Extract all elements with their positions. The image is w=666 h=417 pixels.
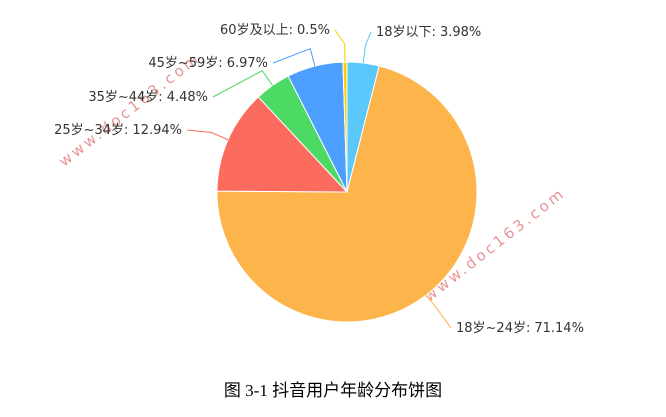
slice-value: 3.98% [440, 25, 481, 40]
slice-value: 0.5% [297, 23, 330, 38]
leader-line [186, 129, 229, 141]
slice-name: 25岁~34岁: [54, 123, 128, 138]
leader-line [272, 47, 316, 67]
slice-name: 60岁及以上: [220, 23, 293, 38]
pie-slice [216, 65, 478, 323]
slice-name: 18岁~24岁: [456, 321, 530, 336]
slice-value: 71.14% [534, 321, 584, 336]
slice-label: 18岁~24岁: 71.14% [456, 321, 584, 336]
slice-label: 18岁以下: 3.98% [376, 25, 481, 40]
slice-name: 45岁~59岁: [148, 56, 222, 71]
slice-label: 35岁~44岁: 4.48% [88, 90, 208, 105]
chart-title: 图 3-1 抖音用户年龄分布饼图 [224, 381, 442, 400]
slice-label: 45岁~59岁: 6.97% [148, 56, 268, 71]
slice-value: 12.94% [132, 123, 182, 138]
slice-value: 6.97% [227, 56, 268, 71]
slice-label: 25岁~34岁: 12.94% [54, 123, 182, 138]
leader-line [334, 29, 346, 63]
slice-name: 18岁以下: [376, 25, 436, 40]
slice-value: 4.48% [167, 90, 208, 105]
slice-label: 60岁及以上: 0.5% [220, 23, 330, 38]
leader-line [425, 294, 452, 329]
leader-line [362, 31, 372, 64]
slice-name: 35岁~44岁: [88, 90, 162, 105]
leader-line [212, 70, 273, 98]
